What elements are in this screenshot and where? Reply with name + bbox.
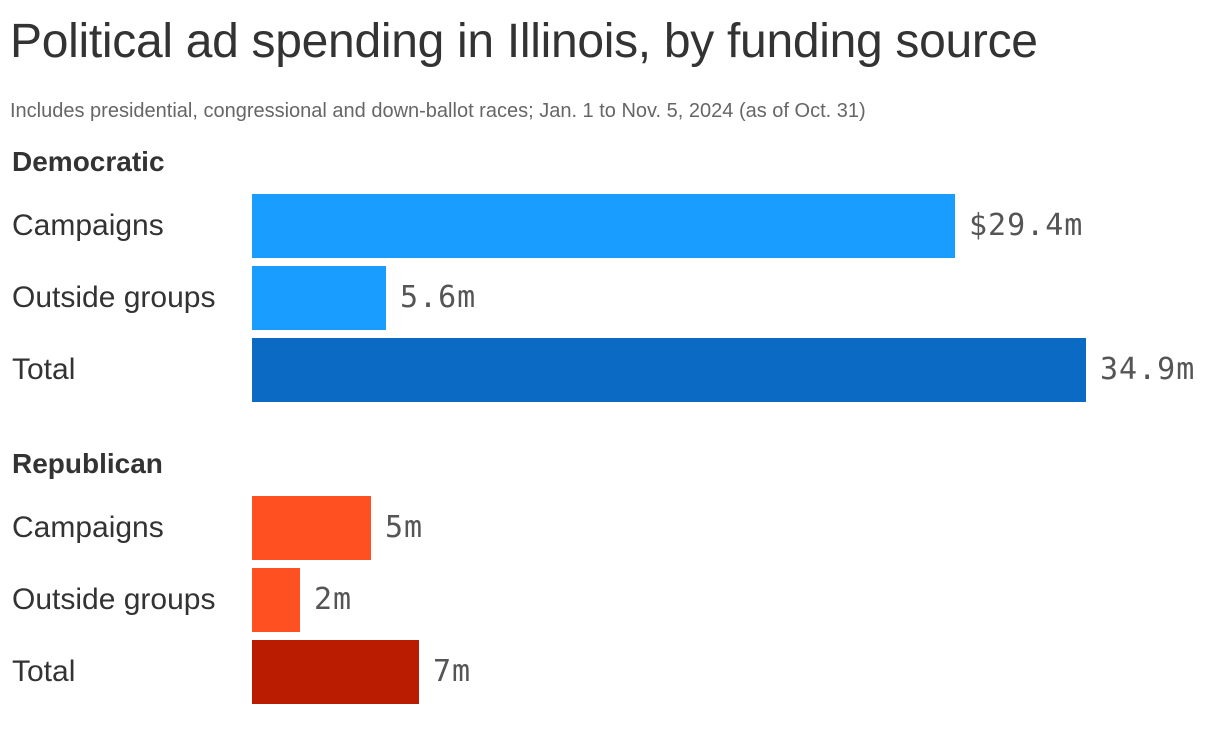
value-label-democratic-outside-groups: 5.6m — [400, 280, 477, 315]
row-label-democratic-outside-groups: Outside groups — [12, 281, 216, 314]
value-label-republican-campaigns: 5m — [385, 510, 424, 545]
row-label-democratic-total: Total — [12, 353, 76, 386]
bar-republican-campaigns — [252, 496, 371, 560]
bar-democratic-outside-groups — [252, 266, 386, 330]
value-label-republican-total: 7m — [433, 654, 472, 689]
group-label-republican: Republican — [12, 448, 163, 479]
group-label-democratic: Democratic — [12, 146, 165, 177]
chart-subtitle: Includes presidential, congressional and… — [10, 100, 866, 122]
bar-republican-total — [252, 640, 419, 704]
value-label-republican-outside-groups: 2m — [314, 582, 353, 617]
value-label-democratic-total: 34.9m — [1100, 352, 1196, 387]
bar-democratic-campaigns — [252, 194, 955, 258]
row-label-republican-outside-groups: Outside groups — [12, 583, 216, 616]
row-label-republican-campaigns: Campaigns — [12, 511, 164, 544]
chart-title: Political ad spending in Illinois, by fu… — [10, 15, 1038, 68]
row-label-democratic-campaigns: Campaigns — [12, 209, 164, 242]
row-label-republican-total: Total — [12, 655, 76, 688]
value-label-democratic-campaigns: $29.4m — [969, 208, 1084, 243]
bar-republican-outside-groups — [252, 568, 300, 632]
bar-democratic-total — [252, 338, 1086, 402]
